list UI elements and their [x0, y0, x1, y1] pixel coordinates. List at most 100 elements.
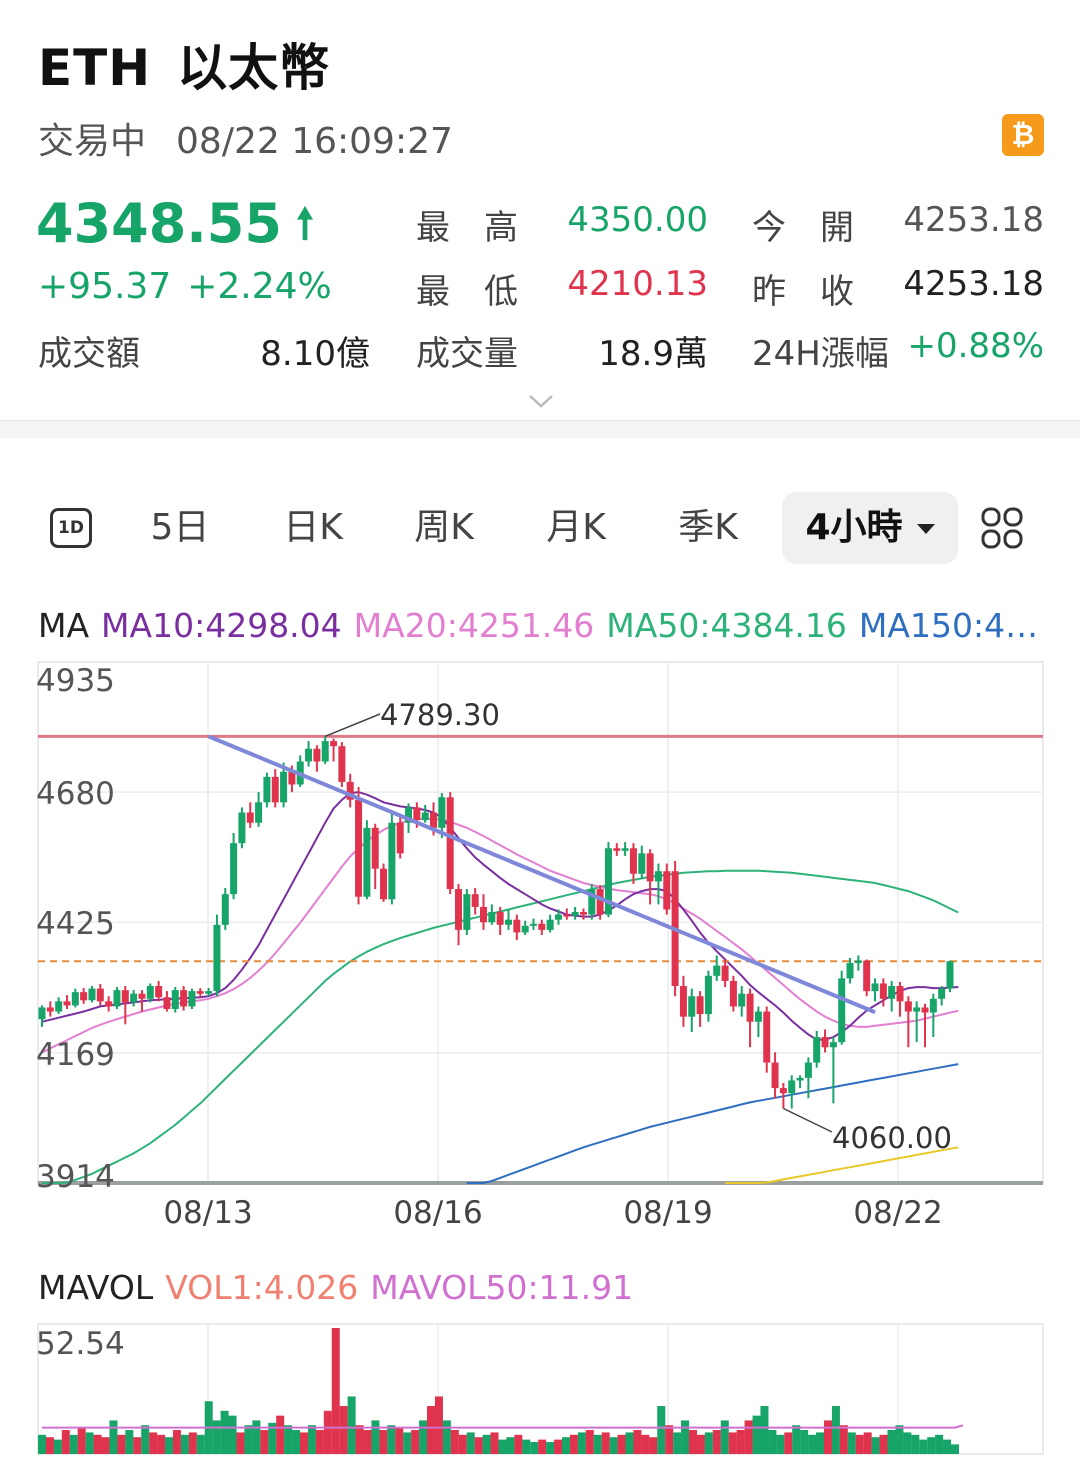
- volume-bar: [236, 1432, 245, 1454]
- volume-bar: [951, 1444, 959, 1454]
- candle: [255, 792, 263, 827]
- candle: [155, 980, 163, 1002]
- change-value: +95.37: [38, 266, 172, 307]
- candle-body: [738, 993, 746, 1007]
- volume-bar: [109, 1420, 118, 1454]
- candle-body: [821, 1037, 829, 1048]
- candle: [854, 955, 862, 971]
- candle: [380, 863, 388, 902]
- volume-bar: [665, 1425, 674, 1454]
- volume-bar: [681, 1420, 690, 1454]
- candle-body: [71, 992, 79, 1006]
- tab-quarterly-k[interactable]: 季K: [678, 507, 738, 548]
- candle-body: [196, 991, 204, 994]
- volume-bar: [411, 1430, 420, 1454]
- candle: [146, 983, 154, 1003]
- candle: [788, 1075, 796, 1109]
- candle-body: [688, 996, 696, 1017]
- volume-bar: [403, 1432, 412, 1454]
- ma-legend[interactable]: MA MA10:4298.04 MA20:4251.46 MA50:4384.16 MA…: [38, 606, 1038, 645]
- candle-body: [180, 990, 188, 1007]
- candle: [771, 1052, 779, 1099]
- candle-body: [879, 983, 887, 999]
- volume-bar: [276, 1415, 285, 1454]
- candle: [130, 990, 138, 1007]
- candle: [163, 991, 171, 1012]
- candle-body: [513, 919, 521, 933]
- candle: [355, 787, 363, 905]
- candle: [271, 769, 279, 808]
- volume-bar: [355, 1425, 364, 1454]
- candle-body: [621, 848, 629, 851]
- volume-bar: [887, 1430, 896, 1454]
- y-tick-label: 4425: [36, 906, 115, 942]
- volume-bar: [268, 1422, 277, 1454]
- x-tick-label: 08/16: [393, 1195, 482, 1230]
- candle-body: [163, 997, 171, 1009]
- candle-body: [480, 906, 488, 923]
- volume-bar: [673, 1432, 682, 1454]
- volume-value: 18.9萬: [598, 334, 708, 374]
- candle-body: [871, 983, 879, 992]
- grid-menu-icon[interactable]: [980, 506, 1024, 550]
- intraday-1d-icon[interactable]: 1D: [50, 508, 92, 548]
- volume-bar: [53, 1439, 62, 1454]
- candlestick-chart[interactable]: 4789.30 4060.00 4935 4680 4425 4169 3914 08/13…: [0, 640, 1080, 1230]
- candle: [796, 1075, 804, 1089]
- volume-bar: [196, 1434, 205, 1454]
- candle: [96, 983, 104, 1006]
- bitcoin-icon[interactable]: ₿: [1002, 114, 1044, 156]
- candle: [488, 904, 496, 925]
- mavol-legend[interactable]: MAVOL VOL1:4.026 MAVOL50:11.91: [38, 1268, 645, 1307]
- volume-bar: [339, 1406, 348, 1454]
- candle-body: [463, 894, 471, 930]
- candle: [546, 914, 554, 933]
- candle-body: [413, 807, 421, 821]
- candle: [729, 975, 737, 1012]
- volume-bar: [792, 1425, 801, 1454]
- price-change: +95.37 +2.24%: [38, 266, 332, 307]
- volume-bar: [315, 1430, 324, 1454]
- candle-body: [221, 894, 229, 925]
- tab-5-day[interactable]: 5日: [150, 507, 210, 548]
- tab-4-hour[interactable]: 4小時: [782, 492, 958, 564]
- volume-bar: [474, 1437, 483, 1454]
- candle-body: [771, 1062, 779, 1089]
- volume-bar: [744, 1420, 753, 1454]
- candle-body: [713, 965, 721, 976]
- volume-bar: [466, 1432, 475, 1454]
- low-annotation: 4060.00: [832, 1121, 952, 1155]
- tab-weekly-k[interactable]: 周K: [414, 507, 474, 548]
- candle: [596, 884, 604, 920]
- candle-body: [638, 853, 646, 874]
- candle: [246, 802, 254, 828]
- candle-body: [629, 848, 637, 874]
- prev-close-value: 4253.18: [903, 264, 1044, 304]
- candle: [604, 842, 612, 918]
- volume-bar: [800, 1430, 809, 1454]
- candle: [713, 955, 721, 981]
- tab-monthly-k[interactable]: 月K: [546, 507, 606, 548]
- chevron-down-icon[interactable]: [528, 388, 554, 414]
- candle-body: [355, 799, 363, 897]
- tab-daily-k[interactable]: 日K: [283, 507, 343, 548]
- x-tick-label: 08/19: [623, 1195, 712, 1230]
- candle-body: [430, 812, 438, 828]
- volume-chart[interactable]: 52.54: [0, 1310, 1080, 1460]
- volume-bar: [442, 1420, 451, 1454]
- candle-body: [171, 990, 179, 1009]
- volume-bar: [625, 1432, 634, 1454]
- open-value: 4253.18: [903, 200, 1044, 240]
- up-arrow-icon: 🠕: [295, 199, 314, 248]
- candle-body: [796, 1077, 804, 1081]
- candle-body: [504, 919, 512, 925]
- volume-bar: [736, 1430, 745, 1454]
- candle-body: [846, 963, 854, 979]
- candle: [521, 920, 529, 936]
- volume-bar: [903, 1432, 912, 1454]
- volume-overlay: [42, 1424, 964, 1429]
- symbol: ETH: [38, 39, 152, 97]
- h24-value: +0.88%: [907, 326, 1045, 366]
- candle: [263, 772, 271, 808]
- volume-bar: [434, 1396, 443, 1454]
